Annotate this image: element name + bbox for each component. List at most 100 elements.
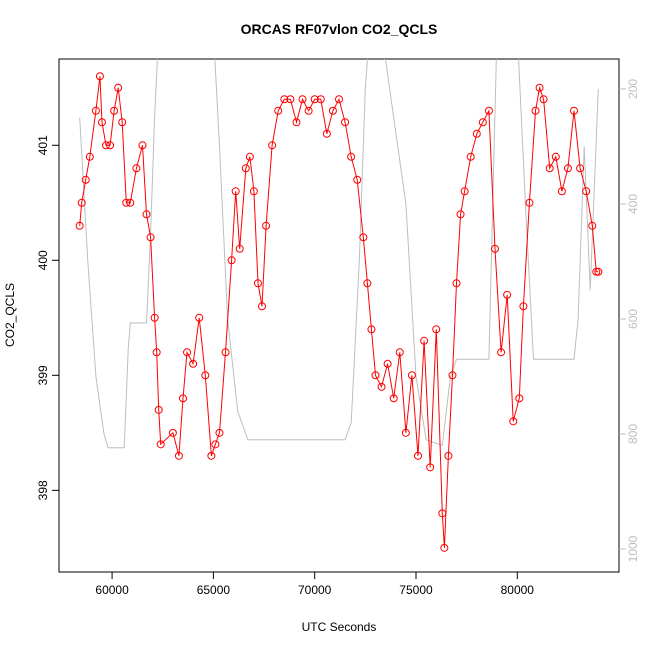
data-point (395, 348, 404, 357)
y2-tick-label: 200 (626, 79, 640, 99)
data-point (168, 428, 177, 437)
data-point (557, 187, 566, 196)
data-point (211, 440, 220, 449)
data-point (535, 83, 544, 92)
data-point (146, 233, 155, 242)
data-point (466, 152, 475, 161)
data-point (249, 187, 258, 196)
data-point (77, 198, 86, 207)
data-point (363, 279, 372, 288)
data-point (426, 463, 435, 472)
y2-tick-label: 800 (626, 424, 640, 444)
data-point (525, 198, 534, 207)
data-point (582, 187, 591, 196)
data-point (503, 290, 512, 299)
plot-area (75, 59, 603, 552)
x-tick-label: 60000 (95, 583, 129, 597)
x-tick-label: 75000 (399, 583, 433, 597)
data-point (126, 198, 135, 207)
data-point (515, 394, 524, 403)
data-point (142, 210, 151, 219)
data-point (150, 313, 159, 322)
data-point (152, 348, 161, 357)
data-point (85, 152, 94, 161)
data-point (274, 106, 283, 115)
data-point (138, 141, 147, 150)
data-point (592, 267, 601, 276)
data-point (335, 95, 343, 104)
data-point (227, 256, 236, 265)
data-point (371, 371, 380, 380)
data-point (174, 451, 183, 460)
data-point (178, 394, 187, 403)
data-point (304, 106, 313, 115)
plot-frame (58, 58, 620, 573)
data-point (347, 152, 356, 161)
data-point (110, 106, 119, 115)
data-point (570, 106, 579, 115)
data-point (509, 417, 518, 426)
data-point (221, 348, 230, 357)
data-point (286, 95, 295, 104)
data-point (414, 451, 423, 460)
data-point (189, 359, 198, 368)
data-point (322, 129, 331, 138)
data-point (389, 394, 398, 403)
data-point (563, 164, 572, 173)
data-point (154, 405, 163, 414)
data-point (215, 428, 224, 437)
y2-tick-label: 400 (626, 194, 640, 214)
data-point (420, 336, 429, 345)
y-tick-label: 398 (36, 480, 50, 500)
data-point (440, 543, 449, 552)
data-point (258, 302, 267, 311)
data-point (280, 95, 289, 104)
data-point (156, 440, 165, 449)
y-tick-label: 401 (36, 135, 50, 155)
data-point (484, 106, 493, 115)
data-point (114, 83, 123, 92)
y-tick-label: 399 (36, 365, 50, 385)
data-point (432, 325, 441, 334)
data-point (551, 152, 560, 161)
data-point (576, 164, 585, 173)
data-point (292, 118, 301, 127)
data-point (438, 509, 447, 518)
x-tick-label: 70000 (298, 583, 332, 597)
data-point (478, 118, 487, 127)
data-point (241, 164, 250, 173)
data-point (448, 371, 457, 380)
data-point (235, 244, 244, 253)
data-point (316, 95, 325, 104)
data-point (253, 279, 262, 288)
data-point (452, 279, 461, 288)
x-axis-label: UTC Seconds (302, 620, 377, 634)
data-point (95, 72, 104, 81)
data-point (383, 359, 392, 368)
data-point (91, 106, 100, 115)
data-point (102, 141, 111, 150)
data-point (183, 348, 192, 357)
data-point (491, 244, 500, 253)
data-point (377, 382, 386, 391)
data-point (328, 106, 337, 115)
chart-title: ORCAS RF07vlon CO2_QCLS (241, 21, 438, 37)
y2-tick-label: 600 (626, 309, 640, 329)
data-point (497, 348, 506, 357)
data-point (231, 187, 240, 196)
data-point (531, 106, 540, 115)
x-tick-label: 65000 (197, 583, 231, 597)
data-point (444, 451, 453, 460)
series-line (79, 59, 599, 449)
series-line (79, 76, 599, 548)
data-point (201, 371, 210, 380)
data-point (353, 175, 362, 184)
y-tick-label: 400 (36, 250, 50, 270)
data-point (588, 221, 597, 230)
y-axis-label: CO2_QCLS (3, 283, 17, 347)
data-point (594, 267, 603, 276)
data-point (106, 141, 115, 150)
data-point (122, 198, 131, 207)
data-point (268, 141, 277, 150)
